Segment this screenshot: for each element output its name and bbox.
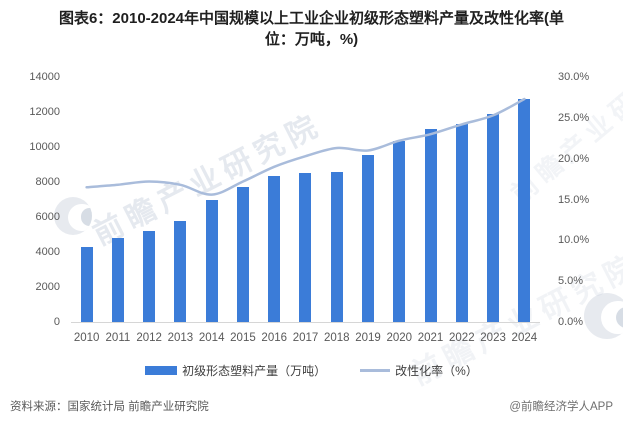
bar-2023 (487, 113, 500, 322)
bar-slot-2018 (321, 77, 352, 322)
bar-2012 (143, 231, 156, 322)
bar-slot-2024 (509, 77, 540, 322)
x-label-2019: 2019 (355, 332, 381, 344)
line-layer (85, 97, 526, 196)
bar-slot-2012 (134, 77, 165, 322)
axis-tick-label: 12000 (29, 106, 60, 118)
bar-2024 (518, 98, 531, 322)
left-axis-ticks: 14000 12000 10000 8000 6000 4000 2000 0 (0, 71, 64, 328)
bar-slot-2020 (384, 77, 415, 322)
bar-2019 (362, 154, 375, 322)
x-label-2010: 2010 (73, 332, 100, 344)
legend-item-production: 初级形态塑料产量（万吨） (145, 362, 326, 379)
axis-tick-label: 8000 (35, 176, 60, 188)
axis-tick-label: 20.0% (558, 152, 590, 165)
x-label-2016: 2016 (261, 332, 288, 344)
chart-title: 图表6：2010-2024年中国规模以上工业企业初级形态塑料产量及改性化率(单 … (0, 9, 623, 50)
bar-2016 (268, 175, 281, 322)
bar-2013 (174, 220, 187, 322)
axis-tick-label: 10.0% (558, 234, 590, 247)
bar-2021 (424, 128, 437, 322)
legend-label-production: 初级形态塑料产量（万吨） (182, 363, 327, 378)
bar-2022 (455, 124, 468, 322)
bar-slot-2016 (259, 77, 290, 322)
axis-tick-label: 10000 (29, 141, 60, 153)
x-label-2023: 2023 (480, 332, 506, 344)
bar-slot-2019 (352, 77, 383, 322)
axis-tick-label: 5.0% (558, 275, 584, 288)
credit-text: @前瞻经济学人APP (509, 401, 613, 413)
chart-title-line2: 位：万吨，%) (264, 30, 359, 48)
bar-2010 (80, 246, 93, 322)
x-label-2018: 2018 (323, 332, 350, 344)
bar-slot-2013 (165, 77, 196, 322)
axis-tick-label: 0.0% (558, 316, 584, 328)
x-label-2012: 2012 (136, 332, 162, 344)
axis-tick-label: 6000 (35, 211, 60, 223)
axis-tick-label: 14000 (29, 71, 60, 83)
bar-slot-2010 (71, 77, 102, 322)
x-axis-line (71, 322, 540, 323)
bar-2020 (393, 140, 406, 322)
x-axis-labels: 2010 2011 2012 2013 2014 2015 2016 2017 2018 2019… (71, 332, 540, 348)
line-series-swatch (360, 368, 391, 372)
right-axis-ticks: 30.0% 25.0% 20.0% 15.0% 10.0% 5.0% 0.0% (556, 71, 620, 328)
data-source-text: 资料来源：国家统计局 前瞻产业研究院 (10, 401, 209, 413)
bar-slot-2023 (477, 77, 508, 322)
bar-slot-2011 (102, 77, 133, 322)
axis-tick-label: 0 (53, 316, 60, 328)
x-label-2013: 2013 (167, 332, 194, 344)
x-label-2020: 2020 (386, 332, 413, 344)
bar-slot-2017 (290, 77, 321, 322)
legend-item-rate: 改性化率（%） (360, 362, 478, 379)
axis-tick-label: 30.0% (558, 71, 590, 83)
x-label-2022: 2022 (449, 332, 475, 344)
axis-tick-label: 25.0% (558, 111, 590, 124)
bar-slot-2022 (446, 77, 477, 322)
bar-series-swatch (145, 365, 178, 375)
axis-tick-label: 15.0% (558, 193, 590, 206)
chart-legend: 初级形态塑料产量（万吨） 改性化率（%） (0, 360, 623, 380)
x-label-2014: 2014 (198, 332, 225, 344)
bar-slot-2021 (415, 77, 446, 322)
modification-rate-line (85, 97, 526, 196)
legend-label-rate: 改性化率（%） (395, 363, 478, 378)
plot-area (71, 77, 540, 323)
bar-2017 (299, 173, 312, 322)
x-label-2024: 2024 (511, 332, 538, 344)
bar-2018 (330, 172, 343, 322)
bar-2015 (236, 187, 249, 322)
bar-slot-2015 (227, 77, 258, 322)
x-label-2017: 2017 (292, 332, 319, 344)
bars-layer (71, 77, 540, 322)
x-label-2015: 2015 (230, 332, 256, 344)
axis-tick-label: 4000 (35, 246, 60, 258)
bar-2014 (205, 200, 218, 322)
bar-slot-2014 (196, 77, 227, 322)
x-label-2011: 2011 (105, 332, 131, 344)
bar-2011 (111, 238, 124, 322)
axis-tick-label: 2000 (35, 281, 60, 293)
x-label-2021: 2021 (417, 332, 444, 344)
chart-title-line1: 图表6：2010-2024年中国规模以上工业企业初级形态塑料产量及改性化率(单 (58, 10, 565, 27)
